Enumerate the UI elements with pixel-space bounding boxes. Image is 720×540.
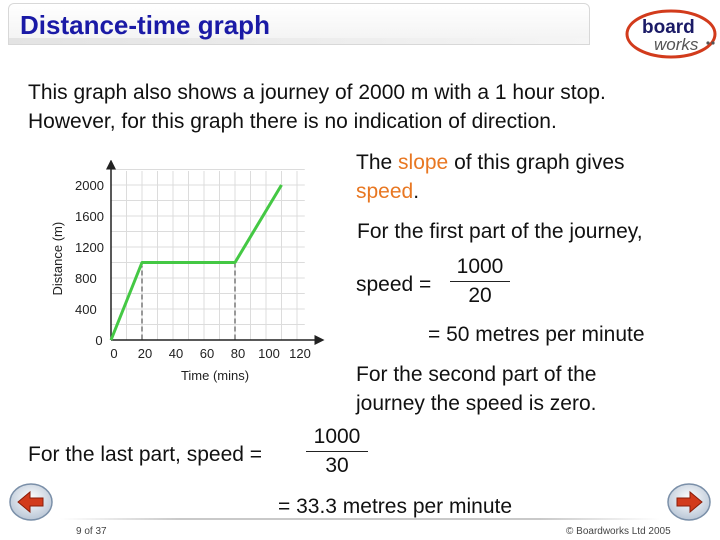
first-fraction: 1000 20: [450, 255, 510, 308]
last-part-label: For the last part, speed =: [28, 443, 263, 466]
journey-line: [109, 184, 283, 341]
x-tick-label: 120: [289, 346, 311, 361]
slope-word: slope: [398, 151, 449, 174]
last-numerator: 1000: [313, 425, 361, 448]
x-axis-arrow: [314, 335, 325, 345]
second-part-text: For the second part of the journey the s…: [356, 363, 597, 415]
distance-time-chart: 0 400 800 1200 1600 2000 0 20 40 60 80 100 120 Time (…: [50, 160, 325, 383]
prev-slide-button[interactable]: [8, 482, 54, 522]
next-slide-button[interactable]: [666, 482, 712, 522]
y-tick-label: 800: [75, 271, 97, 286]
last-result: = 33.3 metres per minute: [278, 495, 513, 518]
boardworks-logo: board works: [625, 9, 717, 59]
y-tick-label: 1600: [75, 209, 104, 224]
title-bar: [8, 3, 590, 45]
copyright: © Boardworks Ltd 2005: [566, 526, 671, 537]
x-tick-label: 0: [110, 346, 117, 361]
x-tick-label: 100: [258, 346, 280, 361]
y-tick-label: 0: [95, 333, 102, 348]
x-tick-label: 80: [231, 346, 245, 361]
intro-line-1: This graph also shows a journey of 2000 …: [28, 81, 606, 104]
slope-statement: The slope of this graph gives speed.: [356, 151, 625, 203]
intro-text: This graph also shows a journey of 2000 …: [28, 78, 708, 136]
svg-text:works: works: [654, 35, 699, 54]
y-tick-label: 2000: [75, 178, 104, 193]
first-part-text: For the first part of the journey,: [357, 220, 643, 243]
arrow-right-icon: [676, 490, 703, 514]
intro-line-2: However, for this graph there is no indi…: [28, 110, 557, 133]
y-tick-label: 400: [75, 302, 97, 317]
y-axis-label: Distance (m): [50, 222, 65, 296]
last-denominator: 30: [325, 454, 349, 477]
x-tick-label: 40: [169, 346, 183, 361]
svg-text:board: board: [642, 17, 695, 38]
arrow-left-icon: [17, 490, 44, 514]
y-tick-label: 1200: [75, 240, 104, 255]
y-axis-arrow: [106, 160, 116, 170]
x-tick-label: 60: [200, 346, 214, 361]
speed-label: speed =: [356, 273, 432, 296]
footer-divider: [60, 518, 660, 520]
x-tick-label: 20: [138, 346, 152, 361]
first-numerator: 1000: [456, 255, 504, 278]
x-axis-label: Time (mins): [181, 368, 249, 383]
last-fraction: 1000 30: [306, 425, 368, 478]
first-result: = 50 metres per minute: [428, 323, 645, 346]
first-denominator: 20: [468, 284, 492, 307]
speed-word: speed: [356, 180, 414, 203]
page-number: 9 of 37: [76, 526, 107, 537]
slide-title: Distance-time graph: [20, 10, 270, 40]
